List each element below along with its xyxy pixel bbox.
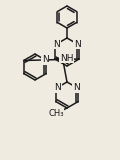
Text: N: N	[42, 55, 49, 64]
Text: N: N	[73, 83, 80, 92]
Text: N: N	[54, 40, 60, 48]
Text: N: N	[74, 40, 81, 48]
Text: N: N	[54, 83, 61, 92]
Text: NH: NH	[60, 53, 74, 63]
Text: CH₃: CH₃	[48, 108, 64, 117]
